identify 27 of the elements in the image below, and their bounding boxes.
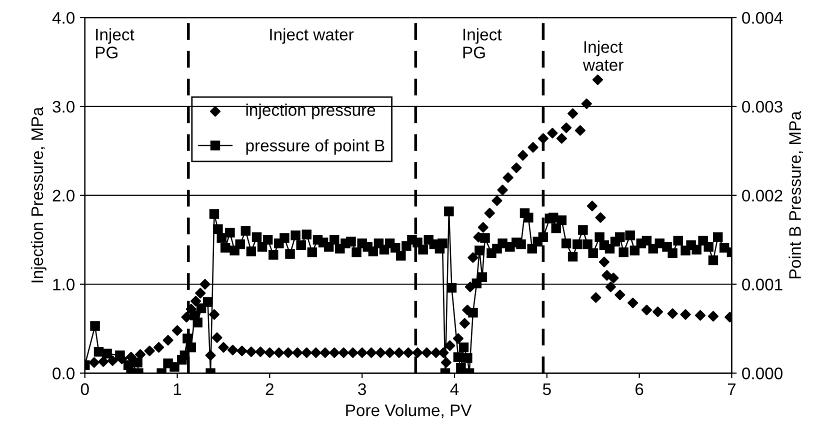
y-tick-label: 4.0	[52, 12, 74, 24]
x-tick-label: 2	[266, 383, 274, 395]
x-tick-label: 3	[358, 383, 366, 396]
y-tick-label: 0.0	[52, 368, 74, 380]
x-tick-label: 6	[636, 383, 644, 396]
x-tick-label: 4	[450, 383, 459, 395]
x-tick-label: 5	[542, 383, 551, 396]
y2-tick-label: 0.002	[742, 190, 782, 202]
annotation: Inject water	[582, 40, 624, 71]
annotation: Inject PG	[463, 28, 502, 58]
annotation: Inject water	[270, 28, 354, 44]
y-tick-label: 2.0	[52, 190, 74, 202]
x-tick-label: 0	[80, 383, 89, 396]
legend-label: pressure of point B	[246, 139, 384, 155]
x-tick-label: 7	[728, 383, 736, 395]
legend-label: injection pressure	[246, 104, 376, 120]
annotation: Inject PG	[96, 28, 134, 58]
x-tick-label: 1	[174, 383, 182, 395]
y2-tick-label: 0.004	[742, 12, 783, 24]
y2-tick-label: 0.003	[742, 100, 782, 113]
x-axis-title: Pore Volume, PV	[346, 404, 472, 418]
y2-tick-label: 0.000	[742, 368, 782, 380]
y-axis-title: Injection Pressure, MPa	[30, 106, 46, 282]
y2-tick-label: 0.001	[742, 278, 782, 290]
y-tick-label: 1.0	[53, 278, 74, 290]
y2-axis-title: Point B Pressure, MPa	[788, 111, 803, 278]
y-tick-label: 3.0	[52, 100, 74, 113]
